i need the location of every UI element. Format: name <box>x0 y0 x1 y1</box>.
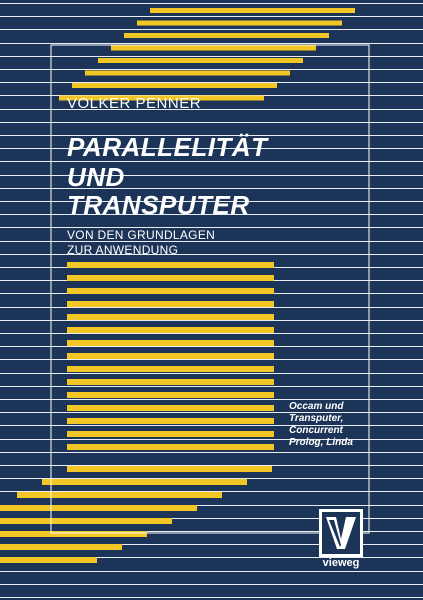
yellow-stripe-12 <box>67 314 274 320</box>
yellow-stripe-5 <box>85 70 290 76</box>
yellow-stripe-6 <box>72 83 277 88</box>
yellow-stripe-26 <box>0 505 197 511</box>
yellow-stripe-19 <box>67 405 274 411</box>
yellow-stripe-1 <box>137 20 342 26</box>
yellow-stripe-21 <box>67 431 274 437</box>
yellow-stripe-18 <box>67 392 274 398</box>
yellow-stripe-11 <box>67 301 274 307</box>
yellow-stripe-16 <box>67 366 274 372</box>
yellow-stripe-24 <box>42 479 247 485</box>
publisher-name: vieweg <box>322 557 360 569</box>
yellow-stripe-28 <box>0 531 147 537</box>
yellow-stripe-7 <box>59 95 264 101</box>
yellow-stripe-27 <box>0 518 172 524</box>
yellow-stripe-3 <box>111 45 316 51</box>
book-title-line-1: PARALLELITÄT <box>67 132 268 162</box>
book-title-line-3: TRANSPUTER <box>67 190 250 220</box>
blurb-line-2: Transputer, <box>289 413 344 424</box>
yellow-stripe-2 <box>124 33 329 38</box>
yellow-stripe-25 <box>17 492 222 498</box>
cover-frame <box>50 44 370 534</box>
blurb-line-1: Occam und <box>289 401 344 412</box>
yellow-stripe-4 <box>98 58 303 63</box>
subtitle-line-2: ZUR ANWENDUNG <box>67 243 179 257</box>
yellow-stripe-17 <box>67 379 274 385</box>
yellow-stripe-30 <box>0 557 97 563</box>
yellow-stripe-29 <box>0 544 122 550</box>
yellow-stripe-9 <box>67 275 274 281</box>
yellow-stripe-20 <box>67 418 274 424</box>
vieweg-logo-icon <box>319 509 363 557</box>
yellow-stripe-10 <box>67 288 274 294</box>
subtitle-line-1: VON DEN GRUNDLAGEN <box>67 228 216 242</box>
book-title-line-2: UND <box>67 162 125 192</box>
yellow-stripe-14 <box>67 340 274 346</box>
topics-blurb: Occam und Transputer, Concurrent Prolog,… <box>289 401 389 449</box>
yellow-stripe-23 <box>67 466 272 472</box>
yellow-stripe-22 <box>67 444 274 450</box>
yellow-stripe-0 <box>150 8 355 13</box>
yellow-stripe-13 <box>67 327 274 333</box>
yellow-stripe-8 <box>67 262 274 268</box>
blurb-line-4: Prolog, Linda <box>289 437 353 448</box>
blurb-line-3: Concurrent <box>289 425 343 436</box>
yellow-stripe-15 <box>67 353 274 359</box>
author-name: VOLKER PENNER <box>67 95 202 112</box>
